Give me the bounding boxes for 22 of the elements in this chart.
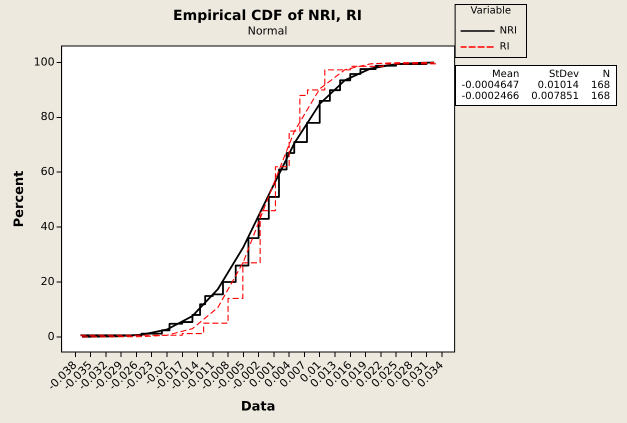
x-axis-title: Data	[240, 400, 276, 415]
text: N	[602, 69, 610, 80]
y-tick-label: 60	[40, 165, 55, 178]
text: 168	[591, 80, 610, 91]
y-tick-label: 80	[40, 110, 55, 124]
text: Mean	[491, 69, 520, 80]
y-tick-label: 0	[48, 330, 55, 343]
legend-title: Variable	[470, 6, 512, 17]
y-axis-title: Percent	[12, 170, 28, 228]
legend-label: RI	[500, 42, 510, 53]
text: StDev	[548, 69, 580, 80]
y-tick-label: 100	[34, 55, 55, 68]
y-tick-label: 40	[40, 220, 55, 233]
y-tick-label: 20	[40, 274, 55, 288]
text: 0.01014	[536, 80, 580, 91]
text: -0.0002466	[462, 91, 520, 102]
legend-label: NRI	[500, 26, 518, 37]
chart-title: Empirical CDF of NRI, RI	[173, 8, 362, 24]
chart-subtitle: Normal	[248, 24, 288, 38]
text: 0.007851	[531, 91, 580, 102]
text: -0.0004647	[462, 80, 520, 91]
text: 168	[591, 91, 610, 102]
